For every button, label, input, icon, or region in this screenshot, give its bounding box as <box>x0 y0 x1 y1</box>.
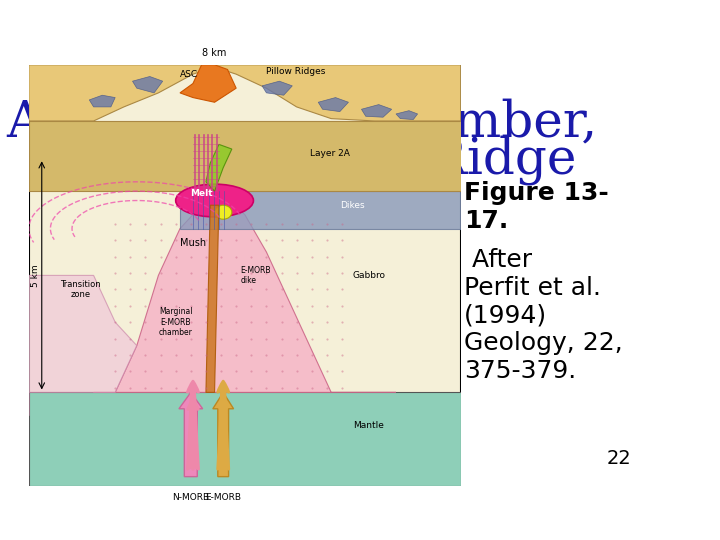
Polygon shape <box>29 121 461 191</box>
Polygon shape <box>94 196 396 393</box>
Polygon shape <box>132 77 163 93</box>
Text: N-MORB: N-MORB <box>172 493 210 502</box>
Text: Transition
zone: Transition zone <box>60 280 101 299</box>
Text: 5 km: 5 km <box>31 264 40 287</box>
Text: 22: 22 <box>606 449 631 468</box>
Text: Layer 2A: Layer 2A <box>310 149 349 158</box>
Text: Pillow Ridges: Pillow Ridges <box>266 68 325 77</box>
Polygon shape <box>180 191 461 228</box>
Polygon shape <box>361 105 392 117</box>
Text: ASC: ASC <box>179 70 198 79</box>
Text: Marginal
E-MORB
chamber: Marginal E-MORB chamber <box>158 307 193 337</box>
Text: Axial Magma Chamber,: Axial Magma Chamber, <box>6 98 598 148</box>
Text: 8 km: 8 km <box>202 48 227 58</box>
Polygon shape <box>89 95 115 107</box>
Polygon shape <box>206 205 219 393</box>
Text: Mantle: Mantle <box>353 421 384 430</box>
Polygon shape <box>396 111 418 119</box>
Text: Dikes: Dikes <box>340 201 364 210</box>
Polygon shape <box>206 144 232 191</box>
Ellipse shape <box>215 205 232 219</box>
Text: Fast-Spreading Ridge: Fast-Spreading Ridge <box>28 136 576 185</box>
Polygon shape <box>262 81 292 95</box>
Text: E-MORB: E-MORB <box>205 493 241 502</box>
FancyBboxPatch shape <box>29 65 461 486</box>
Text: E-MORB
dike: E-MORB dike <box>240 266 271 285</box>
Polygon shape <box>318 98 348 112</box>
Polygon shape <box>180 65 236 102</box>
Text: Gabbro: Gabbro <box>353 271 386 280</box>
Text: After
Perfit et al.
(1994)
Geology, 22,
375-379.: After Perfit et al. (1994) Geology, 22, … <box>464 248 623 383</box>
Text: Melt: Melt <box>190 189 213 198</box>
Polygon shape <box>29 393 461 486</box>
Polygon shape <box>29 275 137 416</box>
Text: Figure 13-
17.: Figure 13- 17. <box>464 181 608 233</box>
FancyArrow shape <box>213 393 233 477</box>
Polygon shape <box>29 65 461 121</box>
FancyArrow shape <box>179 393 203 477</box>
Ellipse shape <box>176 184 253 217</box>
Text: Mush: Mush <box>180 238 206 248</box>
